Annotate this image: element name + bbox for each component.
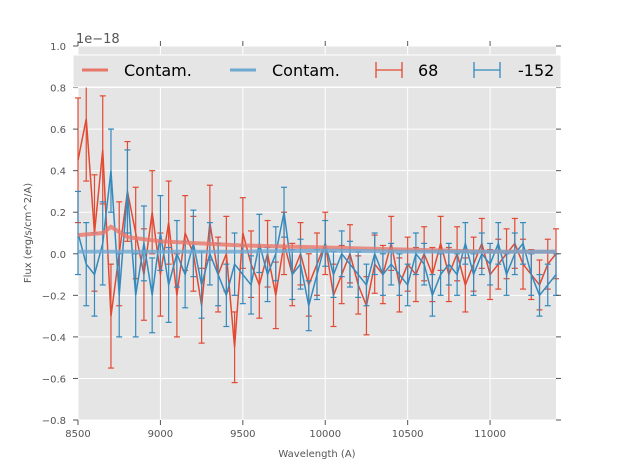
legend-item: Contam.	[230, 61, 340, 80]
x-tick-label: 9500	[230, 429, 255, 440]
x-tick-label: 11000	[474, 429, 506, 440]
x-tick-label: 10000	[309, 429, 341, 440]
legend-item: -152	[473, 61, 554, 80]
x-tick-label: 8500	[65, 429, 90, 440]
y-tick-label: 0.8	[50, 84, 66, 95]
data-line	[77, 170, 557, 306]
x-axis-label: Wavelength (A)	[278, 449, 355, 460]
y-tick-label: 0.2	[50, 208, 66, 219]
y-tick-label: 1.0	[50, 42, 66, 53]
series--152	[75, 128, 559, 338]
y-tick-label: 0.0	[50, 250, 66, 261]
y-tick-label: −0.2	[42, 291, 66, 302]
legend-label: -152	[518, 61, 554, 80]
y-tick-label: 0.4	[50, 167, 66, 178]
x-tick-label: 9000	[148, 429, 173, 440]
legend-label: Contam.	[124, 61, 192, 80]
x-tick-label: 10500	[392, 429, 424, 440]
legend-label: Contam.	[272, 61, 340, 80]
y-tick-label: −0.4	[42, 333, 66, 344]
legend-item: Contam.	[82, 61, 192, 80]
legend-item: 68	[375, 61, 438, 80]
y-tick-label: 0.6	[50, 125, 66, 136]
legend-label: 68	[418, 61, 438, 80]
offset-text: 1e−18	[76, 32, 120, 47]
y-tick-label: −0.6	[42, 374, 66, 385]
contam-line	[78, 248, 556, 254]
legend: Contam. Contam. 68 -152	[72, 54, 562, 88]
y-axis-label: Flux (erg/s/cm^2/A)	[23, 183, 34, 283]
y-tick-label: −0.8	[42, 416, 66, 427]
